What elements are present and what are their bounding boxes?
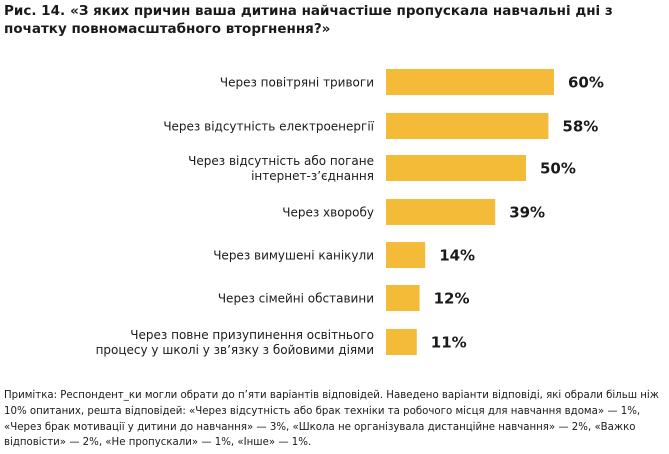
category-label-1: Через відсутність електроенергії	[163, 120, 374, 134]
value-label-1: 58%	[562, 118, 598, 136]
category-label-4: Через вимушені канікули	[213, 249, 374, 263]
category-label-line: Через відсутність або погане	[188, 154, 374, 168]
chart-note: Примітка: Респондент_ки могли обрати до …	[4, 390, 659, 449]
figure-label: Рис. 14.	[4, 3, 66, 19]
bar-6	[386, 329, 417, 355]
category-label-line: Через сімейні обставини	[218, 292, 374, 306]
value-label-3: 39%	[509, 204, 545, 222]
bar-5	[386, 285, 420, 311]
category-label-5: Через сімейні обставини	[218, 292, 374, 306]
category-label-line: процесу у школі у зв’язку з бойовими дія…	[96, 343, 374, 357]
value-label-2: 50%	[540, 160, 576, 178]
category-label-line: Через хворобу	[282, 206, 374, 220]
category-label-6: Через повне призупинення освітнього проце…	[96, 328, 374, 357]
category-label-3: Через хворобу	[282, 206, 374, 220]
category-label-line: Через вимушені канікули	[213, 249, 374, 263]
category-label-line: інтернет-з’єднання	[251, 169, 374, 183]
bar-2	[386, 155, 526, 181]
value-label-4: 14%	[439, 247, 475, 265]
category-label-line: Через повітряні тривоги	[220, 76, 374, 90]
value-label-0: 60%	[568, 74, 604, 92]
category-label-0: Через повітряні тривоги	[220, 76, 374, 90]
value-label-5: 12%	[434, 290, 470, 308]
category-label-2: Через відсутність або погане інтернет-з’є…	[188, 154, 374, 183]
chart-title: Рис. 14. «З яких причин ваша дитина найча…	[4, 2, 664, 38]
bar-1	[386, 113, 549, 139]
bar-chart: 60% Через повітряні тривоги 58% Через відсу…	[96, 69, 604, 357]
category-label-line: Через повне призупинення освітнього	[130, 328, 374, 342]
bar-3	[386, 199, 496, 225]
bar-0	[386, 69, 554, 95]
title-text: «З яких причин ваша дитина найчастіше пр…	[4, 3, 613, 37]
value-label-6: 11%	[431, 334, 467, 352]
bar-4	[386, 242, 426, 268]
category-label-line: Через відсутність електроенергії	[163, 120, 374, 134]
